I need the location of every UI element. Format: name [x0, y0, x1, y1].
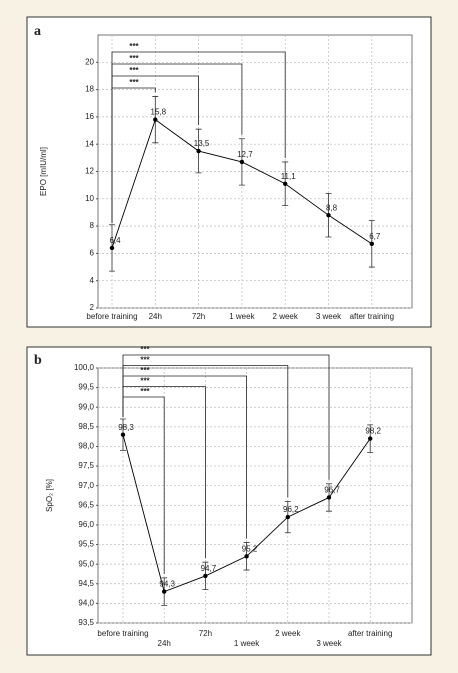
y-tick-label: 18 — [85, 85, 94, 94]
point — [109, 245, 115, 251]
data-label: 15,8 — [151, 108, 167, 117]
data-label: 96,7 — [324, 486, 340, 495]
significance-label: *** — [129, 78, 139, 87]
significance-label: *** — [129, 66, 139, 75]
y-tick-label: 94,0 — [78, 598, 94, 607]
point — [369, 241, 374, 247]
x-tick-label: before training — [97, 629, 148, 638]
y-tick-label: 6 — [90, 249, 95, 258]
significance-label: *** — [140, 377, 150, 386]
y-tick-label: 99,0 — [78, 402, 94, 411]
x-tick-label: before training — [86, 312, 137, 321]
x-tick-label: 72h — [199, 629, 212, 638]
data-label: 11,1 — [281, 172, 297, 181]
significance-label: *** — [129, 42, 139, 51]
point — [326, 495, 332, 500]
point — [203, 573, 208, 579]
y-tick-label: 99,5 — [78, 383, 94, 392]
y-tick-label: 95,0 — [78, 559, 94, 568]
panel-frame — [26, 16, 432, 328]
x-tick-label: 1 week — [234, 639, 260, 648]
y-axis-label: SpO₂ [%] — [45, 479, 54, 512]
y-tick-label: 98,5 — [78, 422, 94, 431]
x-tick-label: 24h — [158, 639, 171, 648]
data-label: 6,4 — [109, 236, 121, 245]
significance-label: *** — [129, 54, 139, 63]
significance-bracket — [122, 354, 330, 480]
y-axis-label: EPO [mIU/ml] — [39, 147, 48, 196]
y-tick-label: 20 — [85, 57, 94, 66]
x-tick-label: 1 week — [229, 312, 255, 321]
point — [283, 181, 288, 186]
point — [239, 159, 245, 165]
significance-label: *** — [140, 387, 150, 396]
point — [326, 212, 331, 218]
significance-bracket — [111, 51, 286, 223]
point — [120, 432, 126, 437]
point — [153, 117, 158, 122]
x-tick-label: 72h — [192, 312, 205, 321]
point — [162, 589, 167, 594]
point — [196, 148, 201, 154]
significance-label: *** — [140, 366, 150, 375]
x-tick-label: after training — [348, 629, 392, 638]
y-tick-label: 100,0 — [74, 363, 95, 372]
data-label: 98,3 — [118, 423, 134, 432]
y-tick-label: 93,5 — [78, 618, 94, 627]
data-label: 96,2 — [283, 505, 299, 514]
x-tick-label: 3 week — [316, 639, 342, 648]
data-label: 13,5 — [194, 139, 210, 148]
data-label: 8,8 — [326, 203, 338, 212]
point — [285, 514, 290, 520]
y-tick-label: 2 — [90, 303, 95, 312]
y-tick-label: 98,0 — [78, 442, 94, 451]
y-tick-label: 4 — [90, 276, 95, 285]
x-tick-label: after training — [350, 312, 394, 321]
y-tick-label: 97,5 — [78, 461, 94, 470]
panel-letter: b — [34, 353, 42, 368]
data-label: 95,2 — [242, 544, 258, 553]
y-tick-label: 8 — [90, 221, 95, 230]
y-tick-label: 95,5 — [78, 540, 94, 549]
y-tick-label: 16 — [85, 112, 94, 121]
data-label: 98,2 — [365, 427, 381, 436]
data-label: 12,7 — [237, 150, 253, 159]
significance-label: *** — [140, 345, 150, 354]
data-label: 94,7 — [201, 564, 217, 573]
y-tick-label: 94,5 — [78, 579, 94, 588]
y-tick-label: 14 — [85, 139, 94, 148]
y-tick-label: 96,0 — [78, 520, 94, 529]
y-tick-label: 12 — [85, 167, 94, 176]
data-label: 94,3 — [159, 580, 175, 589]
y-tick-label: 96,5 — [78, 500, 94, 509]
point — [244, 554, 249, 559]
y-tick-label: 10 — [85, 194, 94, 203]
panel-letter: a — [34, 24, 41, 39]
point — [368, 436, 373, 441]
x-tick-label: 3 week — [316, 312, 342, 321]
significance-label: *** — [140, 356, 150, 365]
y-tick-label: 97,0 — [78, 481, 94, 490]
data-label: 6,7 — [369, 232, 381, 241]
x-tick-label: 24h — [149, 312, 162, 321]
x-tick-label: 2 week — [275, 629, 301, 638]
x-tick-label: 2 week — [273, 312, 299, 321]
